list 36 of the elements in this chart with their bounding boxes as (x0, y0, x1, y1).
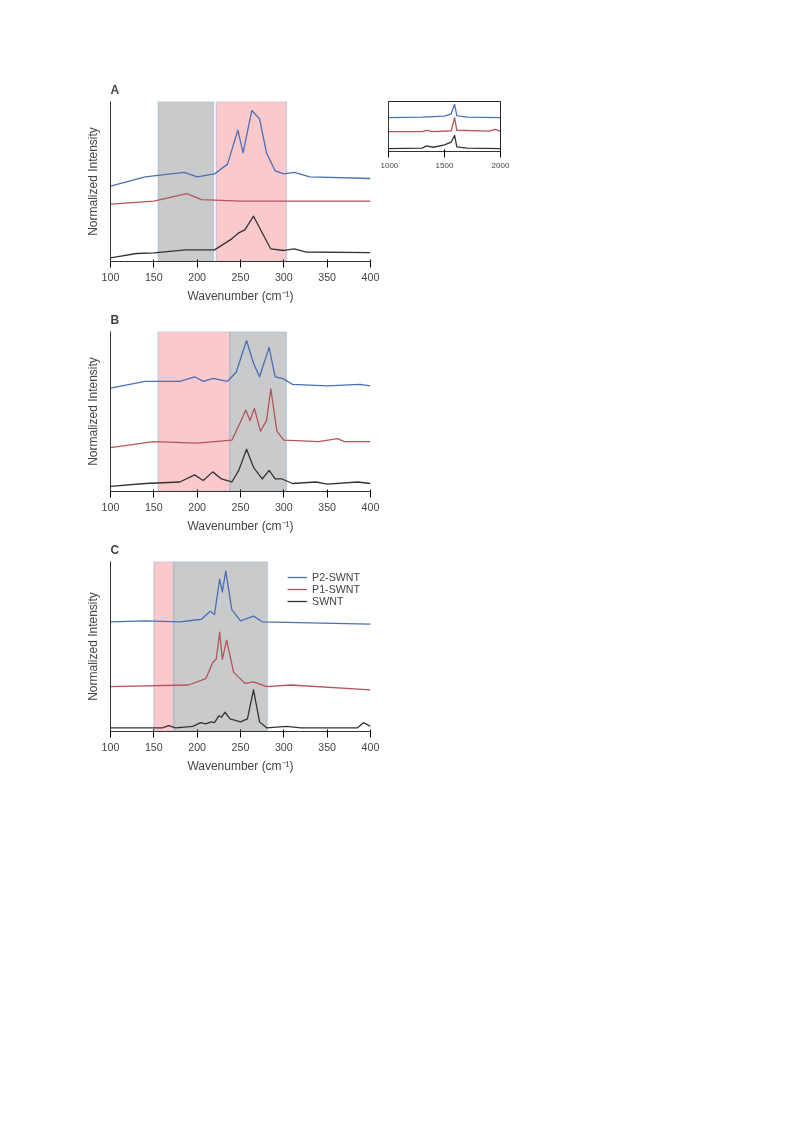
x-tick-label: 350 (318, 270, 337, 283)
legend-label: P2-SWNT (312, 571, 360, 583)
x-tick-label: 1500 (435, 160, 454, 170)
y-axis-title: Normalized Intensity (85, 357, 100, 466)
x-tick-label: 150 (144, 270, 163, 283)
x-tick-label: 250 (231, 270, 250, 283)
x-tick-label: 300 (274, 500, 293, 513)
x-tick-label: 1000 (380, 160, 399, 170)
x-tick-label: 200 (188, 740, 207, 753)
x-tick-label: 2000 (491, 160, 510, 170)
x-tick-label: 200 (188, 500, 207, 513)
x-tick-label: 150 (144, 500, 163, 513)
legend-label: SWNT (312, 595, 344, 607)
x-tick-label: 200 (188, 270, 207, 283)
x-tick-label: 400 (361, 270, 380, 283)
x-axis-title: Wavenumber (cm⁻¹) (187, 758, 294, 773)
legend-label: P1-SWNT (312, 583, 360, 595)
chart-title: C (110, 542, 120, 557)
x-tick-label: 150 (144, 740, 163, 753)
y-axis-title: Normalized Intensity (85, 127, 100, 236)
x-tick-label: 400 (361, 740, 380, 753)
x-tick-label: 350 (318, 500, 337, 513)
x-tick-label: 400 (361, 500, 380, 513)
x-tick-label: 350 (318, 740, 337, 753)
x-tick-label: 100 (101, 740, 120, 753)
x-tick-label: 300 (274, 270, 293, 283)
y-axis-title: Normalized Intensity (85, 592, 100, 701)
x-tick-label: 300 (274, 740, 293, 753)
x-axis-title: Wavenumber (cm⁻¹) (187, 288, 294, 303)
chart-title: A (110, 82, 120, 97)
x-tick-label: 100 (101, 270, 120, 283)
x-tick-label: 250 (231, 500, 250, 513)
x-axis-title: Wavenumber (cm⁻¹) (187, 518, 294, 533)
x-tick-label: 250 (231, 740, 250, 753)
chart-title: B (110, 312, 120, 327)
x-tick-label: 100 (101, 500, 120, 513)
